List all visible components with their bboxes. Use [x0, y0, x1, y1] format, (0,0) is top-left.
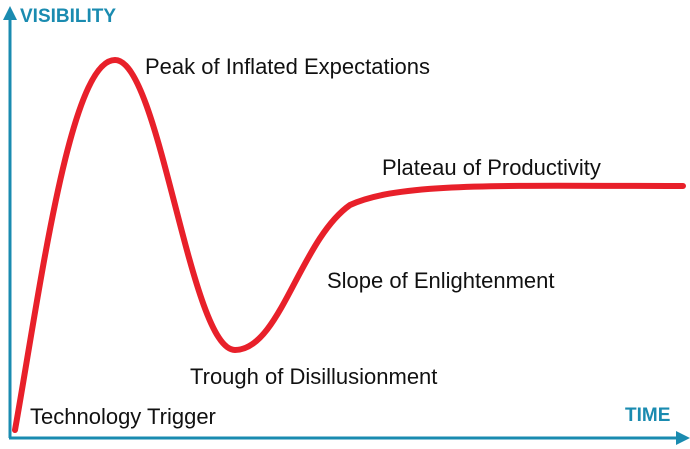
hype-curve [12, 56, 686, 433]
x-axis-label: TIME [625, 405, 670, 426]
phase-label: Technology Trigger [30, 404, 216, 429]
phase-label: Trough of Disillusionment [190, 364, 437, 389]
phase-label: Peak of Inflated Expectations [145, 54, 430, 79]
y-axis-label: VISIBILITY [20, 6, 116, 27]
y-axis-arrow [3, 6, 17, 20]
phase-label: Plateau of Productivity [382, 155, 601, 180]
x-axis-arrow [676, 431, 690, 445]
phase-label: Slope of Enlightenment [327, 268, 555, 293]
